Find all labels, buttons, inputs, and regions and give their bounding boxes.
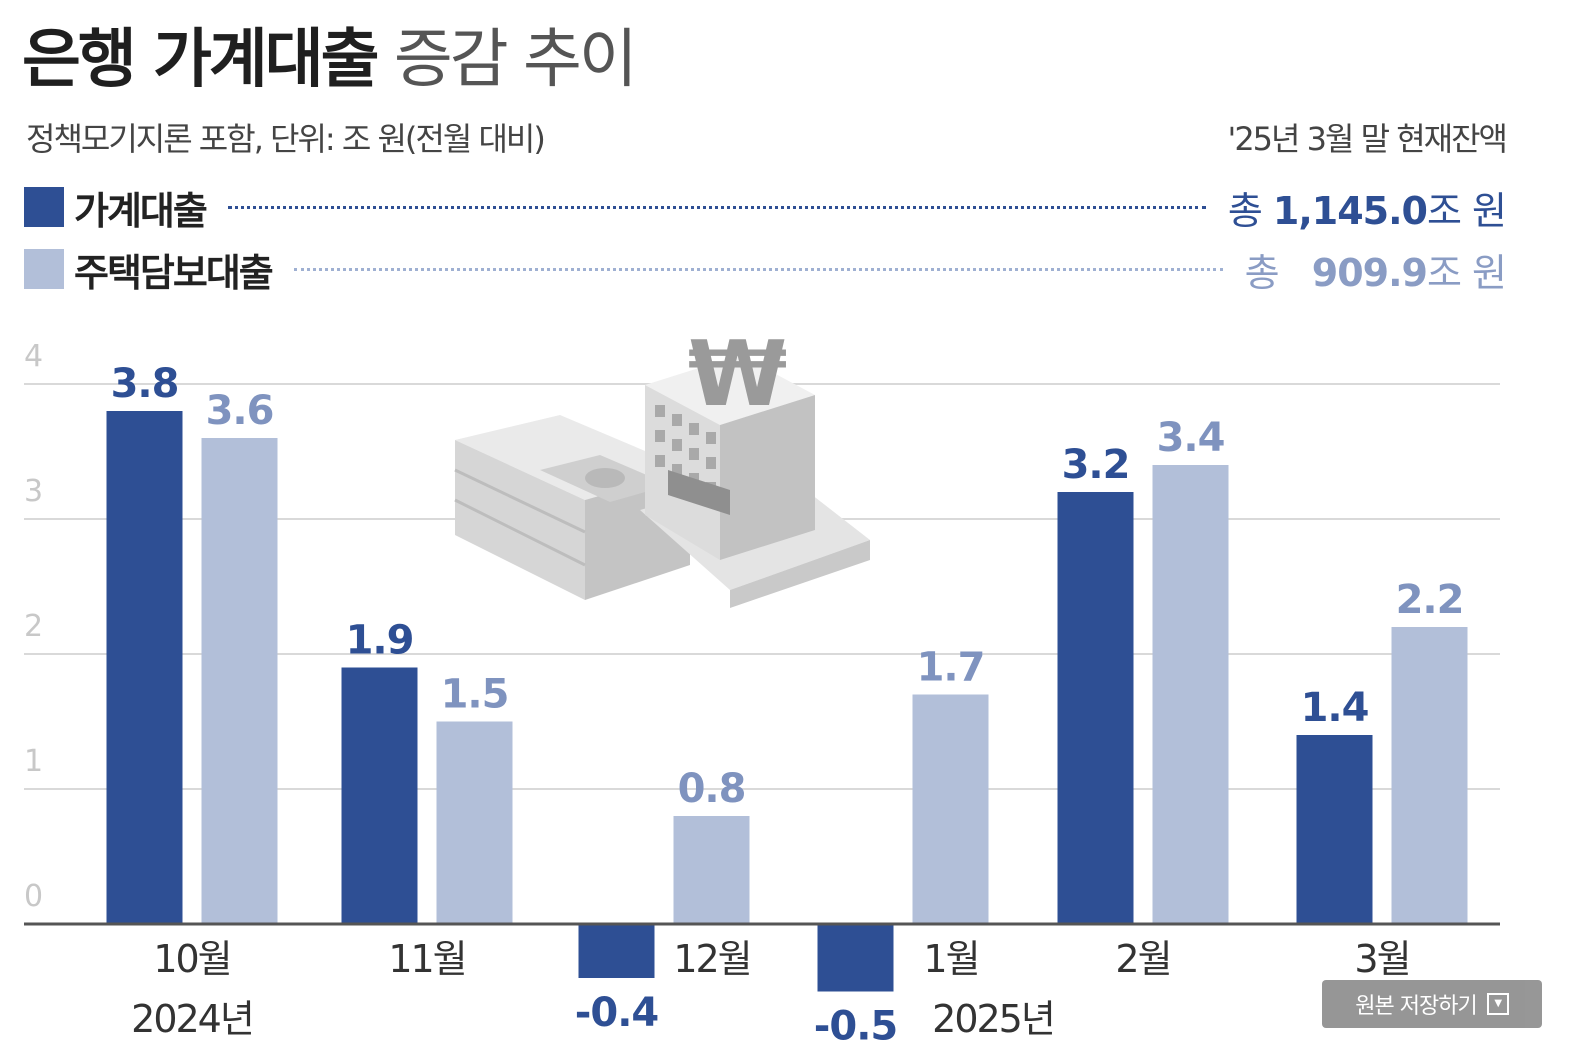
- bar: [578, 924, 655, 978]
- svg-text:₩: ₩: [688, 322, 787, 427]
- bar: [106, 411, 183, 924]
- y-tick-label: 1: [24, 744, 43, 779]
- x-tick-label: 3월: [1354, 937, 1409, 981]
- year-label: 2024년: [131, 997, 253, 1041]
- x-tick-label: 11월: [388, 937, 465, 981]
- bar: [1391, 627, 1468, 924]
- data-label: 3.2: [1062, 442, 1130, 488]
- bar: [1152, 465, 1229, 924]
- legend-dotted-leader: [227, 205, 1206, 209]
- data-label: 2.2: [1396, 577, 1464, 623]
- data-label: 0.8: [678, 766, 746, 812]
- bar: [201, 438, 278, 924]
- legend-swatch-mortgage: [24, 249, 64, 289]
- legend-mortgage-loans: 주택담보대출 총 909.9조 원: [24, 244, 1507, 295]
- bar: [1057, 492, 1134, 924]
- year-label: 2025년: [932, 997, 1054, 1041]
- balance-note: '25년 3월 말 현재잔액: [1227, 120, 1508, 158]
- download-icon: ▼: [1486, 993, 1509, 1015]
- bar: [341, 667, 418, 924]
- x-tick-label: 12월: [673, 937, 750, 981]
- data-label: 1.4: [1301, 685, 1369, 731]
- save-original-button[interactable]: 원본 저장하기 ▼: [1322, 980, 1542, 1028]
- bar: [1296, 735, 1373, 924]
- y-tick-label: 2: [24, 609, 43, 644]
- data-label: 3.6: [206, 388, 274, 434]
- legend-swatch-household: [24, 187, 64, 227]
- save-original-label: 원본 저장하기: [1355, 994, 1477, 1019]
- x-tick-label: 2월: [1115, 937, 1170, 981]
- bar: [912, 694, 989, 924]
- bar: [817, 924, 894, 992]
- legend-household-loans: 가계대출 총 1,145.0조 원: [24, 182, 1507, 233]
- data-label: 3.8: [111, 361, 179, 407]
- y-tick-label: 4: [24, 339, 43, 374]
- y-tick-label: 3: [24, 474, 43, 509]
- data-label: 3.4: [1157, 415, 1225, 461]
- legend-label-household: 가계대출: [74, 188, 208, 233]
- legend-total-mortgage: 총 909.9조 원: [1244, 250, 1507, 295]
- bar: [436, 721, 513, 924]
- legend-label-mortgage: 주택담보대출: [74, 250, 274, 295]
- data-label: 1.9: [346, 618, 414, 664]
- bank-money-illustration: ₩: [454, 322, 870, 608]
- legend-total-household: 총 1,145.0조 원: [1227, 188, 1507, 233]
- data-label: -0.4: [575, 990, 658, 1036]
- chart-title-bold: 은행 가계대출: [22, 23, 380, 97]
- data-label: 1.7: [917, 645, 985, 691]
- x-tick-label: 10월: [153, 937, 230, 981]
- data-label: 1.5: [441, 672, 509, 718]
- bar: [673, 816, 750, 924]
- legend-dotted-leader: [293, 267, 1223, 271]
- chart-subtitle: 정책모기지론 포함, 단위: 조 원(전월 대비): [26, 120, 546, 158]
- x-tick-label: 1월: [923, 937, 978, 981]
- chart-title-light: 증감 추이: [393, 23, 638, 97]
- data-label: -0.5: [814, 1004, 897, 1050]
- chart-title: 은행 가계대출 증감 추이: [22, 8, 638, 100]
- y-tick-label: 0: [24, 879, 43, 914]
